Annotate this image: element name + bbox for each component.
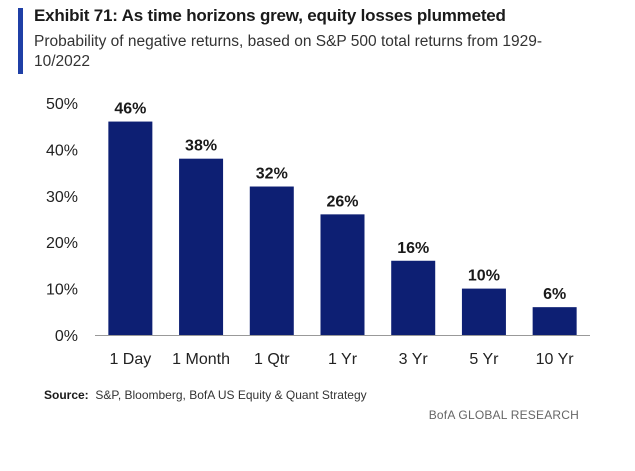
y-tick-label: 0% — [55, 328, 78, 345]
bar — [391, 260, 436, 335]
bar — [320, 214, 365, 335]
x-tick-label: 1 Qtr — [254, 351, 290, 368]
title-accent-bar — [18, 8, 23, 74]
y-tick-label: 20% — [46, 235, 78, 252]
y-tick-label: 30% — [46, 189, 78, 206]
data-label: 32% — [256, 166, 288, 183]
data-label: 38% — [185, 138, 217, 155]
data-label: 6% — [543, 286, 566, 303]
source-label: Source: — [44, 388, 89, 402]
x-tick-label: 3 Yr — [399, 351, 429, 368]
brand-footer: BofA GLOBAL RESEARCH — [428, 408, 579, 422]
x-tick-label: 1 Day — [109, 351, 151, 368]
data-label: 16% — [397, 240, 429, 257]
chart-title: Exhibit 71: As time horizons grew, equit… — [34, 6, 506, 25]
bar — [249, 186, 294, 335]
x-tick-label: 10 Yr — [536, 351, 575, 368]
bar — [179, 158, 224, 335]
x-tick-label: 1 Month — [172, 351, 230, 368]
y-tick-label: 40% — [46, 142, 78, 159]
data-label: 10% — [468, 268, 500, 285]
source-note: Source: S&P, Bloomberg, BofA US Equity &… — [44, 388, 367, 402]
chart-subtitle: Probability of negative returns, based o… — [34, 33, 543, 70]
bar — [461, 288, 506, 335]
source-text: S&P, Bloomberg, BofA US Equity & Quant S… — [95, 388, 367, 402]
y-tick-label: 10% — [46, 282, 78, 299]
bar — [108, 121, 153, 335]
x-tick-label: 1 Yr — [328, 351, 358, 368]
x-tick-label: 5 Yr — [469, 351, 499, 368]
y-tick-label: 50% — [46, 96, 78, 113]
data-label: 46% — [114, 101, 146, 118]
data-label: 26% — [326, 193, 358, 210]
bar — [532, 307, 577, 335]
